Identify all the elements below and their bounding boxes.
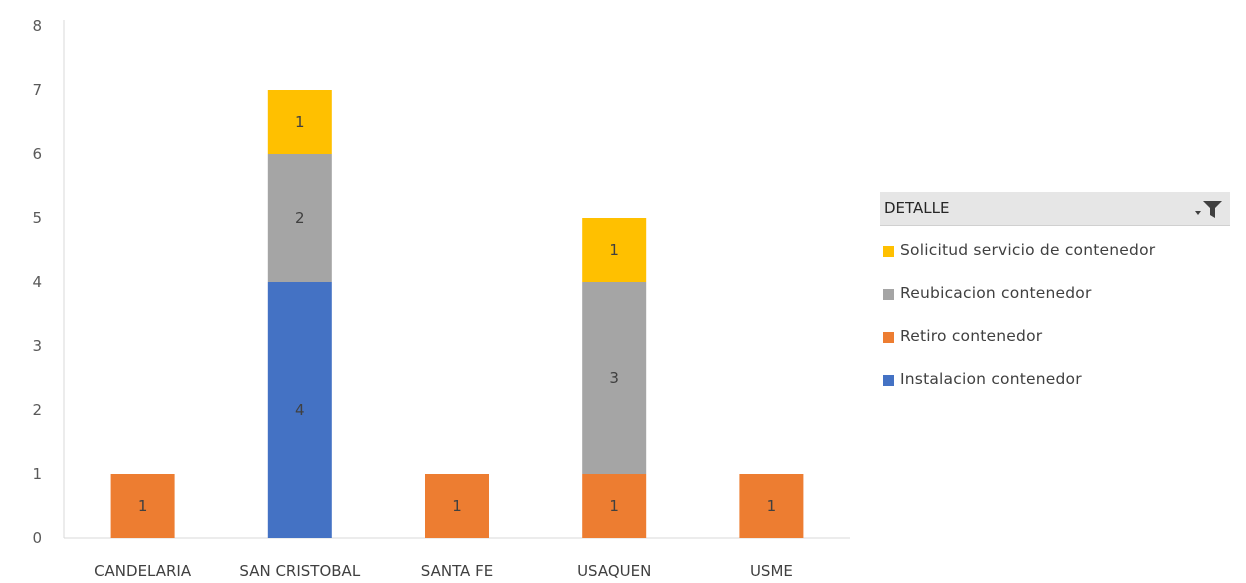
bar-segment[interactable] (267, 282, 332, 538)
legend-label: Instalacion contenedor (900, 370, 1082, 388)
legend-header: DETALLE (880, 192, 1230, 226)
legend: DETALLE Solicitud servicio de contenedor… (880, 192, 1230, 391)
data-label: 2 (295, 209, 305, 227)
data-label: 1 (452, 497, 462, 515)
legend-swatch (883, 332, 894, 343)
legend-label: Reubicacion contenedor (900, 284, 1092, 302)
y-tick-label: 3 (32, 337, 42, 355)
y-tick-label: 1 (32, 465, 42, 483)
data-labels: 1 4 2 1 1 1 3 1 1 (138, 113, 776, 515)
data-label: 1 (295, 113, 305, 131)
filter-dropdown-icon[interactable] (1190, 196, 1224, 220)
y-tick-label: 6 (32, 145, 42, 163)
legend-label: Retiro contenedor (900, 327, 1043, 345)
data-label: 1 (609, 497, 619, 515)
data-label: 1 (609, 241, 619, 259)
x-category-label: USAQUEN (577, 562, 651, 580)
bar-segment[interactable] (425, 474, 489, 538)
x-category-label: CANDELARIA (94, 562, 192, 580)
legend-item[interactable]: Reubicacion contenedor (880, 283, 1230, 305)
data-label: 4 (295, 401, 305, 419)
y-tick-label: 2 (32, 401, 42, 419)
bar-segment[interactable] (267, 90, 332, 154)
y-tick-label: 5 (32, 209, 42, 227)
legend-item[interactable]: Retiro contenedor (880, 326, 1230, 348)
bar-segment[interactable] (267, 154, 332, 282)
bar-segment[interactable] (739, 474, 804, 538)
y-tick-label: 7 (32, 81, 42, 99)
legend-swatch (883, 375, 894, 386)
legend-title: DETALLE (884, 199, 950, 217)
y-axis: 0 1 2 3 4 5 6 7 8 (32, 17, 65, 547)
data-label: 3 (609, 369, 619, 387)
data-label: 1 (138, 497, 148, 515)
legend-item[interactable]: Instalacion contenedor (880, 369, 1230, 391)
bar-segment[interactable] (582, 282, 647, 474)
data-label: 1 (767, 497, 777, 515)
bars (110, 90, 804, 538)
x-category-label: SAN CRISTOBAL (239, 562, 360, 580)
legend-item[interactable]: Solicitud servicio de contenedor (880, 240, 1230, 262)
x-category-label: SANTA FE (421, 562, 493, 580)
bar-segment[interactable] (582, 474, 647, 538)
legend-swatch (883, 246, 894, 257)
legend-items: Solicitud servicio de contenedor Reubicac… (880, 240, 1230, 391)
x-axis: CANDELARIA SAN CRISTOBAL SANTA FE USAQUEN US… (64, 537, 850, 580)
y-tick-label: 0 (32, 529, 42, 547)
y-tick-label: 8 (32, 17, 42, 35)
x-category-label: USME (750, 562, 793, 580)
legend-swatch (883, 289, 894, 300)
bar-segment[interactable] (110, 474, 175, 538)
bar-segment[interactable] (582, 218, 647, 282)
legend-label: Solicitud servicio de contenedor (900, 241, 1156, 259)
y-tick-label: 4 (32, 273, 42, 291)
